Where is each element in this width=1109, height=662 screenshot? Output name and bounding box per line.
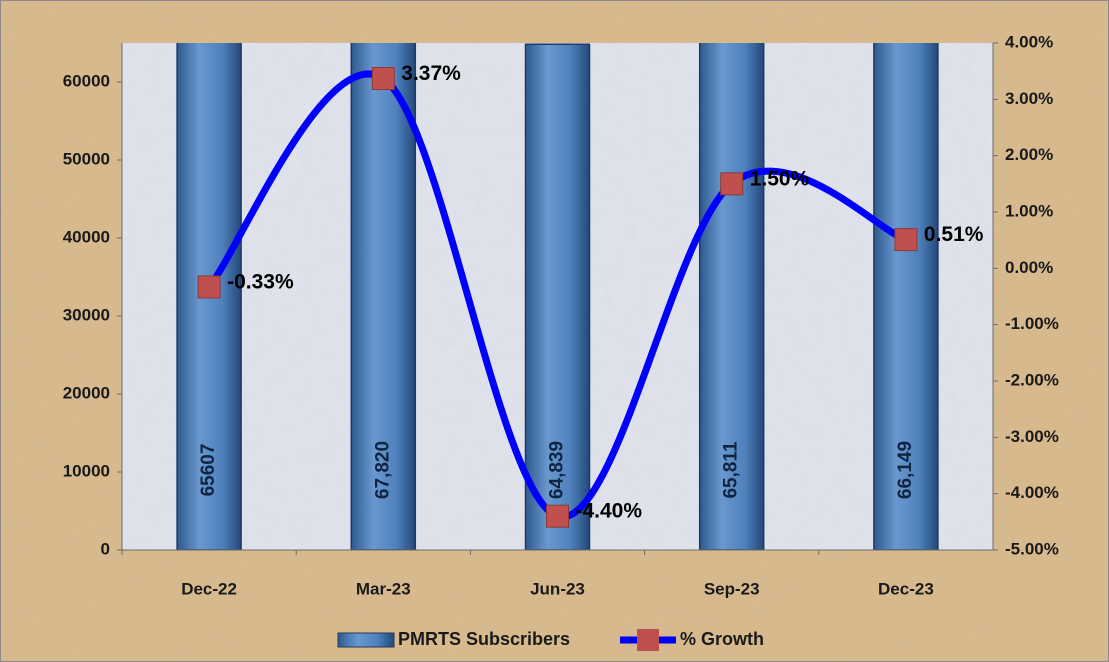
bar-layer (176, 43, 939, 550)
line-value-label: -4.40% (576, 500, 643, 523)
y-tick-label: 20000 (63, 383, 110, 402)
y-tick-label: 0 (101, 539, 110, 558)
y2-tick-label: -1.00% (1005, 314, 1059, 333)
bar (698, 43, 765, 550)
y2-tick-label: -4.00% (1005, 483, 1059, 502)
line-marker (546, 504, 569, 528)
y2-tick-label: 4.00% (1005, 32, 1053, 51)
y-tick-label: 40000 (63, 227, 110, 246)
bar-value-label: 65,811 (721, 441, 742, 498)
bar (524, 43, 591, 550)
legend-label: % Growth (680, 629, 764, 649)
line-value-label: -0.33% (227, 270, 294, 293)
bar-value-label: 65607 (198, 444, 219, 497)
bar (873, 43, 939, 550)
y2-tick-label: -3.00% (1005, 427, 1059, 446)
y-tick-label: 10000 (63, 461, 110, 480)
y2-tick-label: 3.00% (1005, 89, 1053, 108)
line-marker (371, 66, 395, 90)
legend-swatch (337, 632, 395, 648)
y2-tick-label: -2.00% (1005, 370, 1059, 389)
y2-tick-label: 0.00% (1005, 258, 1053, 277)
x-tick-label: Dec-22 (181, 579, 237, 598)
x-tick-label: Sep-23 (704, 579, 760, 598)
y-tick-label: 50000 (63, 149, 110, 168)
y2-tick-label: 1.00% (1005, 201, 1053, 220)
x-tick-label: Jun-23 (530, 579, 585, 598)
line-marker (197, 275, 221, 299)
bar-value-label: 67,820 (372, 441, 393, 499)
bar-value-label: 66,149 (895, 441, 916, 499)
bar-value-label: 64,839 (547, 441, 568, 499)
bar (350, 43, 417, 550)
y-tick-label: 30000 (63, 305, 110, 324)
line-marker (720, 172, 744, 196)
legend-marker (637, 629, 660, 651)
y-tick-label: 60000 (63, 71, 110, 90)
y2-tick-label: 2.00% (1005, 145, 1053, 164)
y2-tick-label: -5.00% (1005, 539, 1059, 558)
line-value-label: 3.37% (401, 62, 461, 85)
x-tick-label: Dec-23 (878, 579, 934, 598)
legend-label: PMRTS Subscribers (398, 629, 570, 649)
x-tick-label: Mar-23 (356, 579, 411, 598)
line-value-label: 1.50% (750, 167, 810, 190)
line-value-label: 0.51% (924, 223, 984, 246)
line-marker (894, 228, 918, 252)
